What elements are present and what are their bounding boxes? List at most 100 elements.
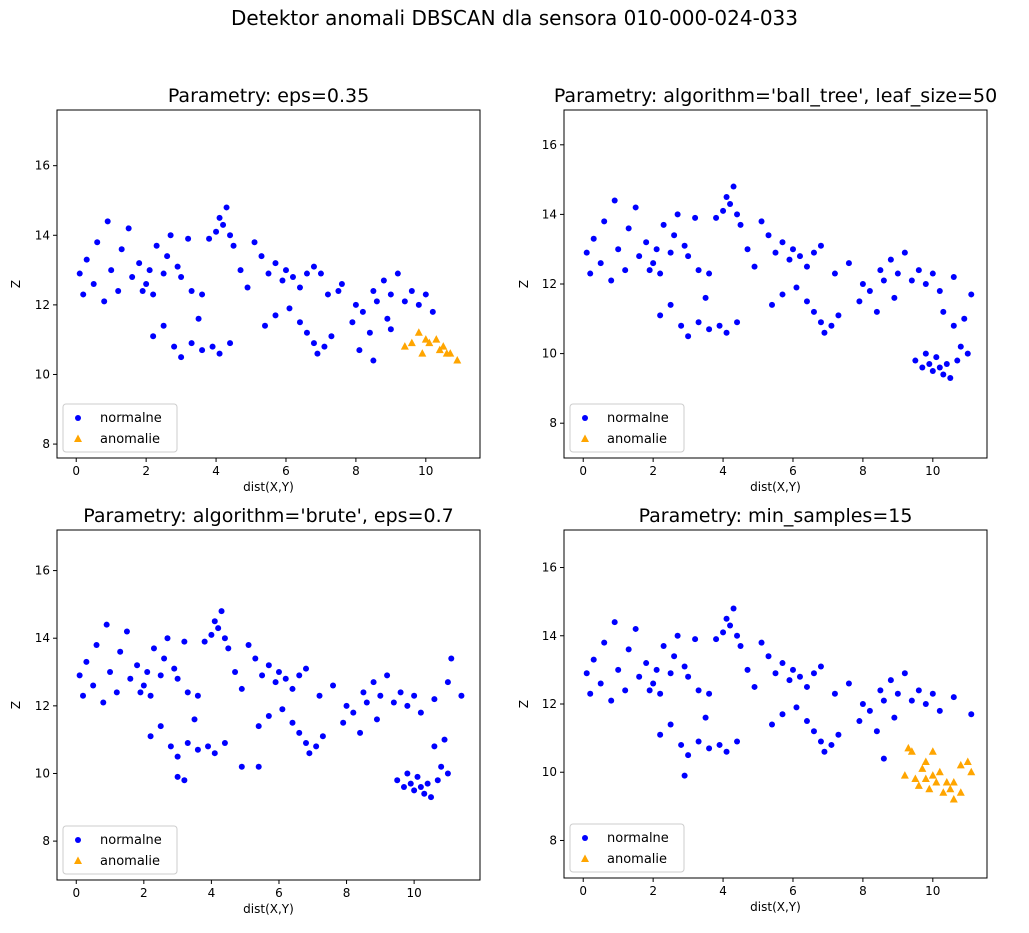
normal-point [444, 770, 451, 777]
normal-point [723, 329, 730, 336]
normal-point [727, 200, 734, 207]
normal-point [113, 689, 120, 696]
normal-point [734, 211, 741, 218]
normal-point [303, 270, 310, 277]
legend-anomaly-marker [74, 434, 82, 442]
normal-point [167, 743, 174, 750]
normal-point [608, 277, 615, 284]
x-tick-label: 4 [719, 884, 727, 898]
anomaly-point [949, 777, 958, 786]
normal-point [136, 260, 143, 267]
normal-point [695, 319, 702, 326]
legend-anomaly-label: anomalie [100, 432, 160, 447]
normal-point [734, 632, 741, 639]
y-tick-label: 12 [35, 699, 50, 713]
normal-point [968, 291, 975, 298]
normal-point [831, 270, 838, 277]
normal-point [919, 364, 926, 371]
anomaly-point [418, 349, 427, 357]
normal-point [201, 638, 208, 645]
normal-point [94, 239, 101, 246]
normal-point [950, 274, 957, 281]
y-tick-label: 14 [542, 207, 557, 221]
normal-point [831, 690, 838, 697]
normal-point [211, 750, 218, 757]
normal-point [215, 625, 222, 632]
anomaly-point [946, 784, 955, 793]
normal-point [678, 322, 685, 329]
normal-point [262, 322, 269, 329]
legend-box [569, 403, 685, 453]
x-tick-label: 0 [579, 884, 587, 898]
normal-point [692, 214, 699, 221]
normal-point [185, 235, 192, 242]
legend-normal-label: normalne [100, 411, 162, 426]
normal-point [817, 738, 824, 745]
normal-point [167, 232, 174, 239]
x-tick-label: 2 [140, 886, 148, 900]
x-axis-label: dist(X,Y) [750, 480, 801, 494]
normal-point [877, 687, 884, 694]
normal-point [779, 711, 786, 718]
normal-point [695, 267, 702, 274]
normal-point [713, 214, 720, 221]
normal-point [252, 655, 259, 662]
x-tick-label: 6 [789, 464, 797, 478]
legend-anomaly-marker [581, 854, 589, 862]
normal-point [384, 315, 391, 322]
normal-point [723, 748, 730, 755]
normal-point [431, 743, 438, 750]
normal-point [936, 287, 943, 294]
normal-point [324, 291, 331, 298]
normal-point [810, 249, 817, 256]
normal-point [685, 253, 692, 260]
anomaly-point [939, 788, 948, 796]
normal-point [272, 260, 279, 267]
legend-anomaly-label: anomalie [607, 432, 667, 447]
normal-point [174, 675, 181, 682]
y-tick-label: 16 [542, 138, 557, 152]
normal-point [107, 669, 114, 676]
normal-point [338, 281, 345, 287]
normal-point [856, 718, 863, 725]
normal-point [660, 221, 667, 228]
normal-point [431, 696, 438, 703]
scatter-panel-ball-tree: Parametry: algorithm='ball_tree', leaf_s… [517, 85, 997, 494]
normal-point [255, 763, 262, 770]
normal-point [653, 666, 660, 673]
normal-point [660, 643, 667, 649]
normal-point [377, 692, 384, 699]
anomaly-point [414, 328, 423, 336]
normal-point [685, 333, 692, 340]
normal-point [227, 232, 234, 239]
normal-point [873, 728, 880, 735]
anomaly-point [904, 743, 913, 752]
normal-point [772, 249, 779, 256]
x-tick-label: 10 [925, 884, 940, 898]
normal-point [401, 298, 408, 305]
normal-point [667, 301, 674, 308]
normal-point [597, 260, 604, 267]
legend-anomaly-marker [581, 434, 589, 442]
normal-point [139, 287, 146, 294]
normal-point [859, 701, 866, 707]
normal-point [100, 699, 107, 706]
normal-point [153, 242, 160, 249]
plot-frame [56, 529, 481, 881]
normal-point [646, 687, 653, 694]
scatter-panel-eps: Parametry: eps=0.35 0 2 4 6 8 10 8 10 12 14 16 dist(… [9, 85, 481, 494]
chart-title: Parametry: algorithm='brute', eps=0.7 [83, 505, 453, 527]
normal-point [597, 680, 604, 687]
normal-point [150, 291, 157, 298]
y-tick-label: 10 [35, 367, 50, 381]
legend-normal-marker [582, 835, 588, 841]
legend-anomaly-marker [74, 856, 82, 864]
normal-point [908, 697, 915, 704]
normal-point [434, 777, 441, 784]
x-tick-label: 10 [418, 464, 433, 478]
normal-point [915, 267, 922, 274]
normal-point [789, 666, 796, 673]
normal-point [357, 729, 364, 736]
normal-point [730, 183, 737, 190]
normal-point [891, 714, 898, 721]
